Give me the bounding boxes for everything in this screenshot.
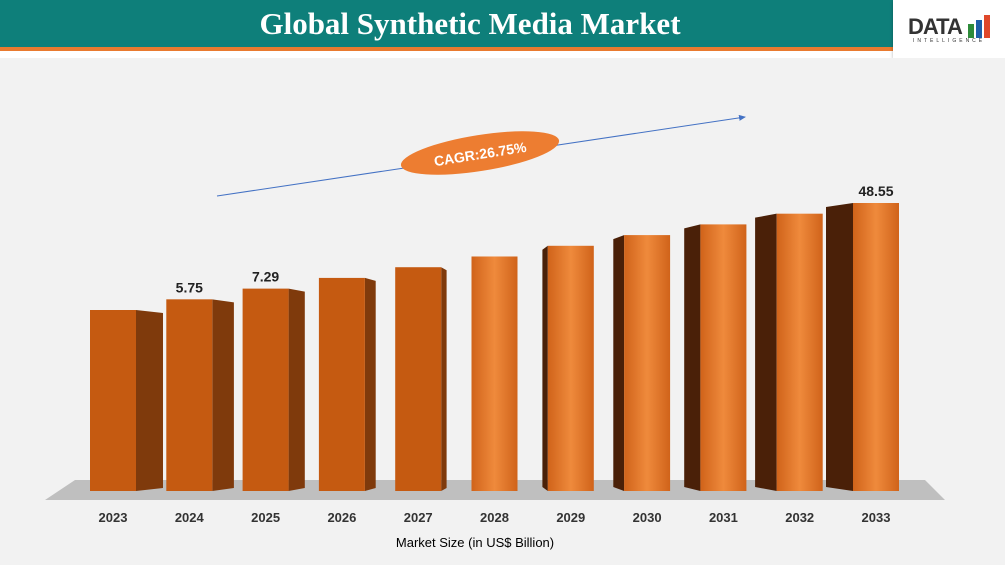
logo-text: DATA: [908, 14, 963, 39]
header-bar: [0, 0, 893, 51]
bar-side: [441, 267, 447, 491]
data-label: 48.55: [858, 183, 893, 199]
bar-side: [364, 277, 376, 491]
bar-2031: [700, 224, 747, 491]
bar-side: [684, 224, 701, 491]
bar-side: [542, 245, 548, 491]
x-tick-label: 2023: [99, 510, 128, 525]
bar-side: [136, 310, 163, 491]
bar-2024: [166, 299, 213, 491]
logo-bars-icon: [968, 15, 990, 38]
x-tick-label: 2032: [785, 510, 814, 525]
bar-2033: [853, 203, 899, 491]
bar-side: [826, 203, 853, 491]
bar-side: [755, 213, 777, 491]
bar-2027: [395, 267, 442, 491]
data-label: 7.29: [252, 269, 279, 285]
x-tick-label: 2033: [862, 510, 891, 525]
bar-2026: [318, 277, 365, 491]
bar-2030: [624, 235, 671, 491]
logo: DATA INTELLIGENCE: [893, 0, 1005, 58]
bar-2023: [90, 310, 136, 491]
bar-2025: [242, 288, 289, 491]
bar-side: [212, 299, 234, 491]
bar-side: [288, 288, 305, 491]
bar-2028: [471, 256, 518, 491]
bar-2029: [547, 245, 594, 491]
x-axis-title: Market Size (in US$ Billion): [395, 535, 555, 550]
x-tick-label: 2031: [709, 510, 738, 525]
x-tick-label: 2030: [633, 510, 662, 525]
bar-2032: [776, 213, 823, 491]
x-tick-label: 2024: [175, 510, 205, 525]
cagr-ellipse: [400, 131, 560, 175]
data-label: 5.75: [176, 279, 203, 295]
x-tick-label: 2029: [556, 510, 585, 525]
x-tick-label: 2026: [327, 510, 356, 525]
logo-subtext: INTELLIGENCE: [913, 38, 986, 44]
bar-side: [613, 235, 625, 491]
x-tick-label: 2027: [404, 510, 433, 525]
x-tick-label: 2028: [480, 510, 509, 525]
x-tick-label: 2025: [251, 510, 280, 525]
page-title: Global Synthetic Media Market: [259, 6, 681, 41]
